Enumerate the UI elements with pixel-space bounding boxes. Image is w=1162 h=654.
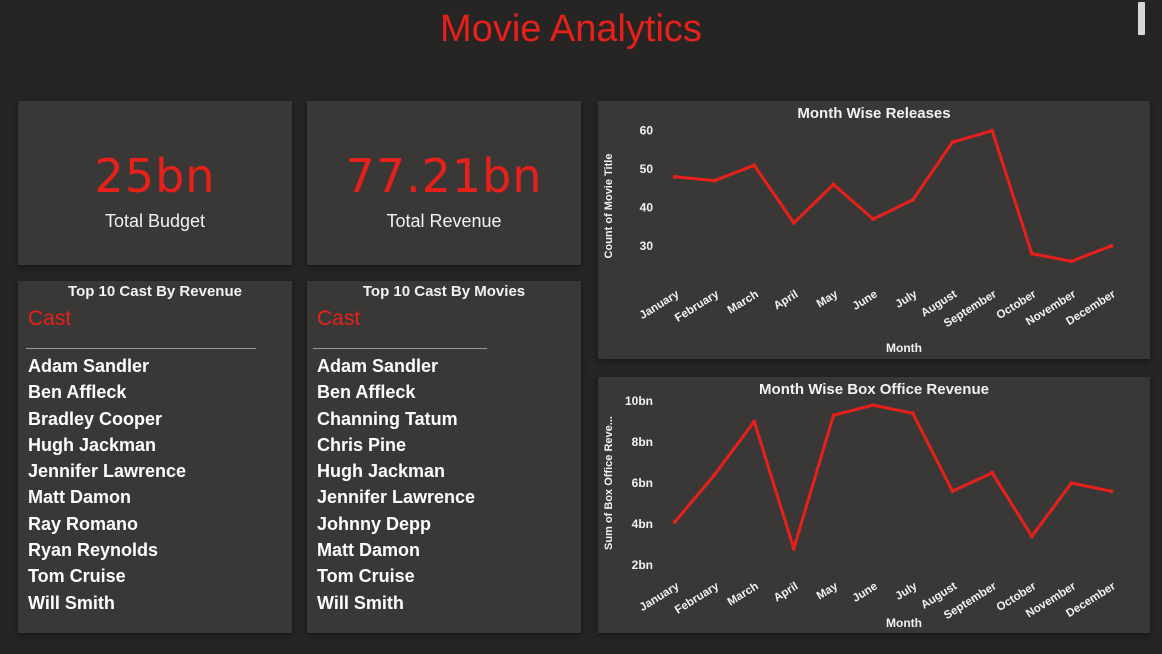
- list-item[interactable]: Chris Pine: [317, 434, 407, 455]
- list-item[interactable]: Adam Sandler: [28, 356, 150, 376]
- data-point[interactable]: [712, 178, 717, 183]
- data-point[interactable]: [910, 411, 915, 416]
- cast-column-header[interactable]: Cast: [317, 307, 361, 330]
- data-point[interactable]: [672, 174, 677, 179]
- chart-title: Month Wise Releases: [797, 105, 950, 122]
- x-tick-label: April: [772, 580, 801, 604]
- x-tick-label: May: [815, 288, 841, 310]
- data-point[interactable]: [672, 519, 677, 524]
- data-point[interactable]: [950, 140, 955, 145]
- list-item[interactable]: Ray Romano: [28, 513, 139, 534]
- data-point[interactable]: [1029, 251, 1034, 256]
- scrollbar[interactable]: [1138, 2, 1145, 35]
- data-point[interactable]: [791, 220, 796, 225]
- y-axis-label: Sum of Box Office Reve...: [603, 416, 615, 550]
- data-point[interactable]: [791, 546, 796, 551]
- y-tick-label: 40: [640, 201, 654, 215]
- cast-by-movies-list: Adam Sandler Ben Affleck Channing Tatum …: [317, 353, 475, 616]
- list-item[interactable]: Adam Sandler: [317, 356, 439, 376]
- list-item[interactable]: Hugh Jackman: [28, 434, 157, 455]
- data-point[interactable]: [1029, 534, 1034, 539]
- x-axis-label: Month: [886, 341, 922, 355]
- data-point[interactable]: [910, 197, 915, 202]
- data-point[interactable]: [752, 163, 757, 168]
- kpi-card-budget[interactable]: 25bn Total Budget: [18, 101, 292, 265]
- list-item[interactable]: Ryan Reynolds: [28, 540, 159, 561]
- data-point[interactable]: [831, 182, 836, 187]
- y-tick-label: 2bn: [632, 558, 653, 572]
- x-axis-label: Month: [886, 616, 922, 630]
- x-tick-label: May: [815, 580, 841, 602]
- y-tick-label: 6bn: [632, 476, 653, 490]
- list-item[interactable]: Ben Affleck: [28, 382, 127, 403]
- list-item[interactable]: Will Smith: [317, 592, 404, 613]
- data-point[interactable]: [990, 128, 995, 133]
- data-point[interactable]: [871, 403, 876, 408]
- data-point[interactable]: [950, 489, 955, 494]
- kpi-revenue-label: Total Revenue: [386, 211, 502, 231]
- series-line[interactable]: [673, 129, 1113, 263]
- data-point[interactable]: [1109, 243, 1114, 248]
- data-point[interactable]: [752, 419, 757, 424]
- y-tick-label: 30: [640, 239, 654, 253]
- data-point[interactable]: [1069, 481, 1074, 485]
- cast-by-revenue-card[interactable]: Top 10 Cast By Revenue Cast Adam Sandler…: [18, 281, 292, 633]
- cast-by-movies-card[interactable]: Top 10 Cast By Movies Cast Adam Sandler …: [307, 281, 581, 633]
- list-item[interactable]: Matt Damon: [28, 487, 131, 508]
- y-tick-label: 4bn: [632, 517, 653, 531]
- list-item[interactable]: Matt Damon: [317, 540, 420, 561]
- data-point[interactable]: [831, 413, 836, 418]
- list-item[interactable]: Tom Cruise: [317, 566, 415, 587]
- x-tick-label: July: [894, 288, 920, 311]
- kpi-card-revenue[interactable]: 77.21bn Total Revenue: [307, 101, 581, 265]
- list-item[interactable]: Johnny Depp: [317, 513, 432, 534]
- data-point[interactable]: [1069, 259, 1074, 264]
- releases-line-chart: Month Wise Releases30405060JanuaryFebrua…: [603, 105, 1118, 355]
- list-item[interactable]: Channing Tatum: [317, 408, 458, 429]
- kpi-revenue-value: 77.21bn: [345, 149, 543, 203]
- header-divider: [26, 348, 256, 349]
- x-tick-label: March: [726, 288, 761, 316]
- x-tick-label: June: [851, 288, 880, 312]
- list-item[interactable]: Jennifer Lawrence: [317, 487, 476, 508]
- revenue-line-chart: Month Wise Box Office Revenue 2bn 4bn 6bn 8b…: [603, 381, 1118, 630]
- data-point[interactable]: [1109, 489, 1114, 494]
- list-item[interactable]: Hugh Jackman: [317, 461, 446, 482]
- page-title: Movie Analytics: [440, 8, 702, 50]
- list-item[interactable]: Will Smith: [28, 592, 115, 613]
- x-tick-label: June: [851, 580, 880, 604]
- x-tick-label: April: [772, 288, 801, 312]
- cast-by-movies-title: Top 10 Cast By Movies: [362, 283, 526, 300]
- kpi-budget-label: Total Budget: [104, 211, 206, 231]
- cast-by-revenue-list: Adam Sandler Ben Affleck Bradley Cooper …: [28, 353, 186, 616]
- cast-column-header[interactable]: Cast: [28, 307, 72, 330]
- x-tick-label: July: [894, 580, 920, 603]
- releases-chart-card[interactable]: Month Wise Releases 30 40 50 60 January Februa…: [598, 101, 1150, 359]
- y-tick-label: 10bn: [625, 394, 653, 408]
- header-divider: [313, 348, 487, 349]
- data-point[interactable]: [712, 472, 717, 477]
- data-point[interactable]: [990, 470, 995, 475]
- list-item[interactable]: Bradley Cooper: [28, 408, 163, 429]
- y-tick-label: 50: [640, 162, 654, 176]
- y-tick-label: 60: [640, 124, 654, 138]
- kpi-budget-value: 25bn: [94, 149, 216, 203]
- y-axis-label: Count of Movie Title: [603, 154, 615, 259]
- data-point[interactable]: [871, 217, 876, 222]
- revenue-chart-card[interactable]: Month Wise Box Office Revenue 2bn 4bn 6bn 8b…: [598, 377, 1150, 633]
- list-item[interactable]: Jennifer Lawrence: [28, 461, 187, 482]
- x-tick-label: February: [673, 288, 722, 325]
- x-tick-label: February: [673, 580, 722, 617]
- list-item[interactable]: Ben Affleck: [317, 382, 416, 403]
- list-item[interactable]: Tom Cruise: [28, 566, 126, 587]
- series-line[interactable]: [673, 403, 1113, 551]
- chart-title: Month Wise Box Office Revenue: [759, 381, 989, 398]
- y-tick-label: 8bn: [632, 435, 653, 449]
- x-tick-label: March: [726, 580, 761, 608]
- cast-by-revenue-title: Top 10 Cast By Revenue: [68, 283, 242, 300]
